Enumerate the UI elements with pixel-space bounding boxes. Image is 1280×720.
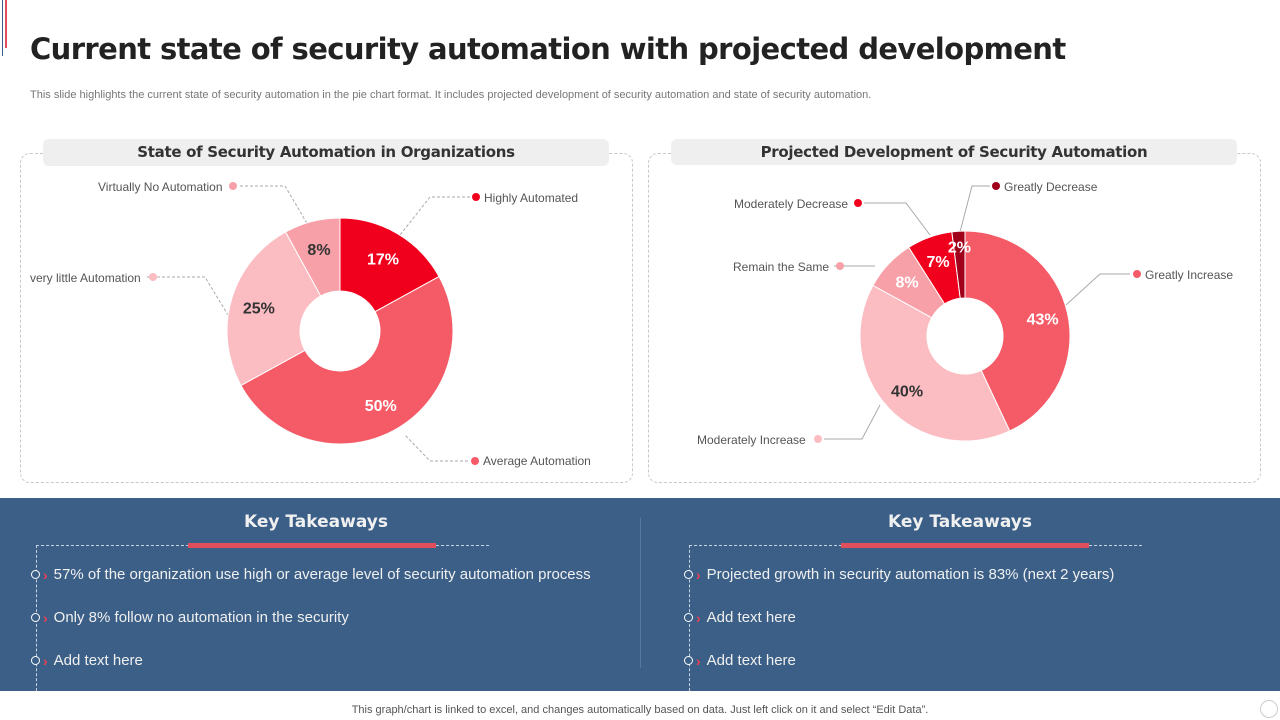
takeaway-item: › Add text here xyxy=(31,652,143,669)
donut-slice xyxy=(339,217,440,313)
data-label: 7% xyxy=(927,254,950,271)
accent-line xyxy=(5,0,7,48)
legend-dot xyxy=(472,193,480,201)
chevron-right-icon: › xyxy=(43,652,48,669)
takeaway-item: › 57% of the organization use high or ave… xyxy=(31,566,591,583)
legend-dot xyxy=(814,435,822,443)
bullet-circle-icon xyxy=(31,613,40,622)
donut-slice xyxy=(951,230,966,299)
takeaway-item: › Add text here xyxy=(684,652,796,669)
title-underline xyxy=(841,543,1089,548)
donut-slice xyxy=(859,284,1011,442)
takeaway-text: Add text here xyxy=(53,652,143,669)
chevron-right-icon: › xyxy=(43,566,48,583)
legend-dot xyxy=(992,182,1000,190)
bullet-circle-icon xyxy=(684,656,693,665)
accent-line xyxy=(2,0,3,56)
title-underline xyxy=(188,543,436,548)
leader-line xyxy=(240,185,309,226)
takeaway-text: Only 8% follow no automation in the secu… xyxy=(53,609,349,626)
legend-dot xyxy=(836,262,844,270)
data-label: 25% xyxy=(243,300,275,317)
leader-line xyxy=(1065,273,1130,306)
data-label: 40% xyxy=(891,383,923,400)
leader-line xyxy=(824,404,881,440)
takeaway-item: › Only 8% follow no automation in the sec… xyxy=(31,609,349,626)
data-label: 8% xyxy=(307,242,330,259)
donut-slice xyxy=(284,217,341,297)
chevron-right-icon: › xyxy=(696,652,701,669)
takeaways-title-right: Key Takeaways xyxy=(888,512,1032,532)
key-takeaways-section: Key Takeaways › 57% of the organization u… xyxy=(0,498,1280,691)
donut-slice xyxy=(240,275,454,445)
bullet-circle-icon xyxy=(684,570,693,579)
takeaway-text: Add text here xyxy=(706,609,796,626)
takeaways-title-left: Key Takeaways xyxy=(244,512,388,532)
donut-slice xyxy=(226,231,322,387)
legend-dot xyxy=(149,273,157,281)
takeaway-item: › Projected growth in security automation… xyxy=(684,566,1114,583)
data-label: 8% xyxy=(895,275,918,292)
takeaway-text: Projected growth in security automation … xyxy=(706,566,1115,583)
donut-charts: 17% 50% 25% 8% 43% 40% 8% 7%2% xyxy=(147,182,1141,465)
divider xyxy=(640,518,641,668)
legend-dot xyxy=(471,457,479,465)
bullet-circle-icon xyxy=(31,656,40,665)
data-label: 43% xyxy=(1027,312,1059,329)
page-title: Current state of security automation wit… xyxy=(30,32,1066,66)
bullet-circle-icon xyxy=(684,613,693,622)
legend-label: Highly Automated xyxy=(484,191,579,205)
chevron-right-icon: › xyxy=(696,566,701,583)
data-label: 50% xyxy=(365,398,397,415)
takeaway-text: 57% of the organization use high or aver… xyxy=(53,566,591,583)
legend-dot xyxy=(1133,270,1141,278)
legend-label: Virtually No Automation xyxy=(98,180,223,194)
legend-label: Moderately Decrease xyxy=(734,197,849,211)
leader-line xyxy=(959,185,990,233)
donut-slice xyxy=(964,230,1071,432)
page-subtitle: This slide highlights the current state … xyxy=(30,89,872,101)
left-chart-title: State of Security Automation in Organiza… xyxy=(43,139,609,166)
legend-label: Moderately Increase xyxy=(697,433,806,447)
legend-dot xyxy=(229,182,237,190)
legend-label: Average Automation xyxy=(483,454,591,468)
right-chart-title: Projected Development of Security Automa… xyxy=(671,139,1237,165)
legend-label: Remain the Same xyxy=(733,260,830,274)
page-indicator-icon xyxy=(1260,700,1278,718)
footer-note: This graph/chart is linked to excel, and… xyxy=(351,704,929,716)
leader-line xyxy=(399,196,470,236)
leader-line xyxy=(404,434,468,462)
chevron-right-icon: › xyxy=(43,609,48,626)
takeaway-item: › Add text here xyxy=(684,609,796,626)
leader-line xyxy=(864,202,931,236)
bullet-circle-icon xyxy=(31,570,40,579)
legend-label: very little Automation xyxy=(30,271,141,285)
data-label: 2% xyxy=(948,240,971,257)
chevron-right-icon: › xyxy=(696,609,701,626)
legend-label: Greatly Increase xyxy=(1145,268,1234,282)
leader-line xyxy=(147,276,229,316)
legend-label: Greatly Decrease xyxy=(1004,180,1098,194)
legend-dot xyxy=(854,199,862,207)
takeaway-text: Add text here xyxy=(706,652,796,669)
data-label: 17% xyxy=(367,251,399,268)
